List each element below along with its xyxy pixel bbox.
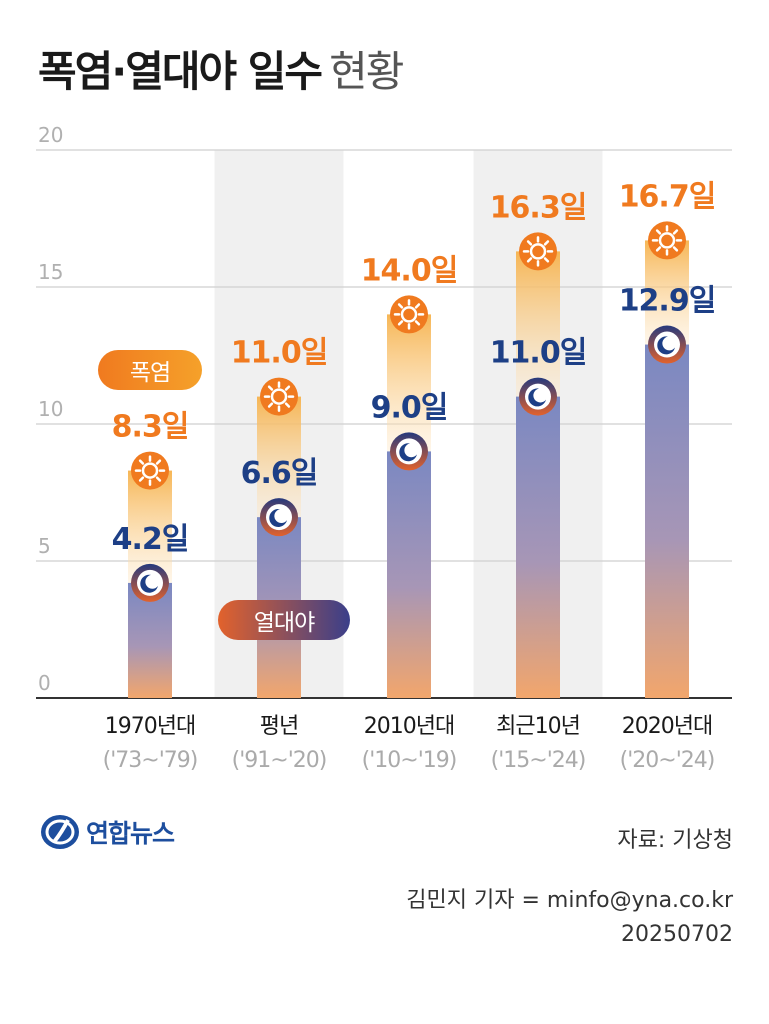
tropical-night-bar [387,451,431,698]
sun-ray [397,320,404,326]
category-name: 2010년대 [363,714,455,739]
sun-ray [672,229,679,235]
credit: 김민지 기자 = minfo@yna.co.kr 20250702 [406,884,733,952]
title-main: 폭염·열대야 일수 [38,47,323,96]
category-name: 평년 [259,714,299,739]
sun-ray [267,402,274,408]
sun-ray [543,257,550,263]
sun-ray [526,240,533,246]
tropical-night-bar [516,396,560,698]
heatwave-value-label: 16.7일 [619,179,716,214]
category-label: 2020년대 ('20~'24) [597,708,737,773]
sun-ray [138,459,145,465]
moon-icon [528,388,546,407]
sun-icon [141,462,159,479]
heatwave-value-label: 8.3일 [112,410,189,445]
y-tick-label: 15 [38,260,63,284]
sun-icon [400,306,418,323]
heatwave-value-label: 16.3일 [490,190,587,225]
sun-ray [414,320,421,326]
tropical-night-value-label: 4.2일 [112,522,189,557]
page-title: 폭염·열대야 일수 현황 [38,38,404,99]
source-note: 자료: 기상청 [617,828,733,853]
sun-ray [672,246,679,252]
sun-icon [658,232,676,249]
category-range: ('73~'79) [102,748,199,773]
category-name: 최근10년 [496,714,581,739]
heatwave-range-bar [257,396,301,518]
category-label: 평년 ('91~'20) [209,708,349,773]
yonhap-logo: 연합뉴스 [40,812,175,852]
sun-ray [155,459,162,465]
sun-ray [155,476,162,482]
yonhap-logo-icon [41,815,79,849]
date-stamp: 20250702 [621,922,733,947]
category-name: 1970년대 [104,714,196,739]
sun-ray [543,240,550,246]
moon-icon [140,574,158,593]
category-range: ('10~'19) [361,748,458,773]
sun-ray [284,385,291,391]
title-sub: 현황 [329,47,404,96]
category-label: 1970년대 ('73~'79) [80,708,220,773]
category-label: 2010년대 ('10~'19) [339,708,479,773]
logo-text: 연합뉴스 [86,819,175,848]
moon-icon [399,443,417,462]
legend-tropical-night: 열대야 [218,600,350,640]
heatwave-value-label: 14.0일 [361,253,458,288]
moon-icon [657,336,675,355]
sun-ray [526,257,533,263]
sun-ray [284,402,291,408]
moon-icon [269,508,287,527]
tropical-night-bar [645,344,689,698]
tropical-night-value-label: 11.0일 [490,336,587,371]
tropical-night-value-label: 9.0일 [371,390,448,425]
category-range: ('91~'20) [231,748,328,773]
category-name: 2020년대 [621,714,713,739]
y-tick-label: 20 [38,123,63,147]
heatwave-range-bar [387,314,431,452]
category-range: ('15~'24) [490,748,587,773]
sun-ray [655,246,662,252]
sun-ray [397,303,404,309]
heatwave-range-bar [516,251,560,397]
sun-ray [655,229,662,235]
tropical-night-bar [128,582,172,698]
sun-ray [414,303,421,309]
sun-ray [267,385,274,391]
y-tick-label: 10 [38,397,63,421]
legend-heatwave: 폭염 [98,350,202,390]
tropical-night-value-label: 12.9일 [619,284,716,319]
category-range: ('20~'24) [619,748,716,773]
sun-icon [529,243,547,260]
sun-icon [270,388,288,405]
heatwave-value-label: 11.0일 [231,336,328,371]
tropical-night-value-label: 6.6일 [241,456,318,491]
y-tick-label: 0 [38,671,51,695]
sun-ray [138,476,145,482]
reporter-credit: 김민지 기자 = minfo@yna.co.kr [406,888,733,913]
y-tick-label: 5 [38,534,51,558]
category-label: 최근10년 ('15~'24) [468,708,608,773]
